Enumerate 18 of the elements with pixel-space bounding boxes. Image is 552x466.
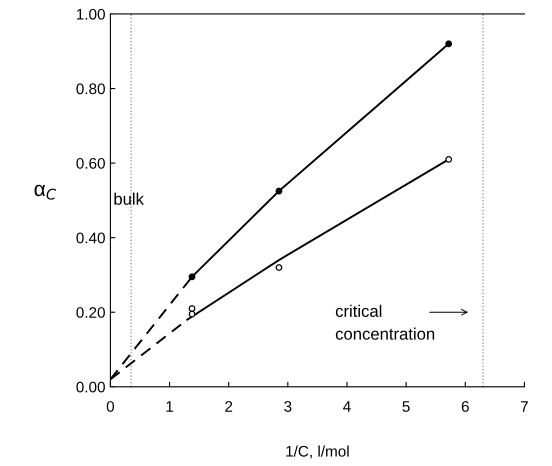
x-axis-title: 1/C, l/mol [286, 445, 349, 458]
y-axis-title: α$_{C}$ [34, 184, 56, 200]
x-tick-label: 5 [402, 401, 410, 412]
y-tick-label: 0.40 [76, 232, 105, 244]
y-tick-label: 0.60 [76, 158, 105, 169]
y-tick-label: 1.00 [76, 8, 105, 20]
x-tick-label: 1 [166, 401, 174, 412]
y-tick-label: 0.20 [76, 307, 105, 318]
x-tick-label: 7 [520, 401, 528, 412]
ref-line-label: bulk [114, 192, 144, 205]
x-tick-label: 0 [106, 401, 114, 412]
x-tick-label: 2 [225, 401, 232, 412]
y-tick-label: 0.00 [76, 382, 105, 392]
x-tick-label: 4 [343, 401, 351, 412]
x-tick-label: 6 [462, 401, 469, 412]
x-tick-label: 3 [284, 401, 292, 412]
y-tick-label: 0.80 [76, 83, 105, 94]
ref-line-label: critical concentration [336, 304, 434, 340]
